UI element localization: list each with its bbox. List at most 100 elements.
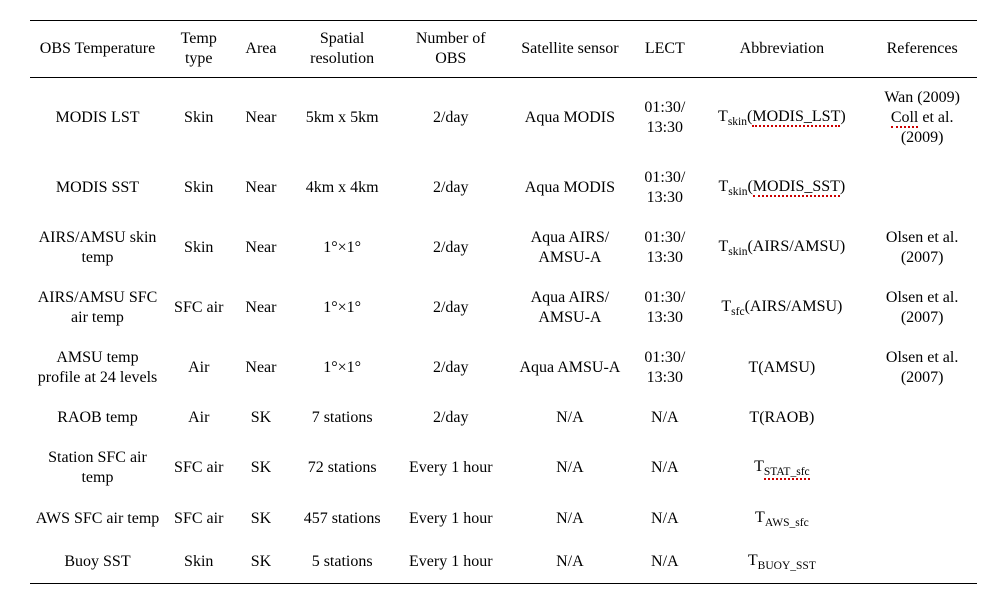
- cell-type: Skin: [165, 541, 232, 584]
- col-res: Spatial resolution: [289, 21, 394, 78]
- cell-lect: 01:30/ 13:30: [633, 338, 696, 398]
- cell-res: 1°×1°: [289, 278, 394, 338]
- cell-nobs: 2/day: [395, 218, 507, 278]
- col-lect: LECT: [633, 21, 696, 78]
- cell-lect: 01:30/ 13:30: [633, 78, 696, 159]
- cell-area: Near: [232, 158, 289, 218]
- cell-ref: [867, 541, 977, 584]
- col-area: Area: [232, 21, 289, 78]
- cell-ref: [867, 438, 977, 498]
- col-nobs: Number of OBS: [395, 21, 507, 78]
- cell-area: Near: [232, 218, 289, 278]
- cell-nobs: 2/day: [395, 278, 507, 338]
- cell-lect: 01:30/ 13:30: [633, 158, 696, 218]
- cell-area: SK: [232, 541, 289, 584]
- cell-sensor: Aqua AIRS/ AMSU-A: [507, 278, 634, 338]
- table-row: AWS SFC air tempSFC airSK457 stationsEve…: [30, 498, 977, 541]
- cell-ref: [867, 498, 977, 541]
- cell-lect: N/A: [633, 541, 696, 584]
- cell-res: 4km x 4km: [289, 158, 394, 218]
- cell-type: SFC air: [165, 498, 232, 541]
- cell-type: Air: [165, 398, 232, 438]
- cell-abbr: Tskin(MODIS_SST): [696, 158, 867, 218]
- cell-abbr: TSTAT_sfc: [696, 438, 867, 498]
- cell-abbr: T(RAOB): [696, 398, 867, 438]
- cell-res: 7 stations: [289, 398, 394, 438]
- col-obs: OBS Temperature: [30, 21, 165, 78]
- cell-area: SK: [232, 438, 289, 498]
- cell-nobs: Every 1 hour: [395, 438, 507, 498]
- table-row: Station SFC air tempSFC airSK72 stations…: [30, 438, 977, 498]
- cell-area: SK: [232, 498, 289, 541]
- cell-sensor: N/A: [507, 398, 634, 438]
- cell-res: 5km x 5km: [289, 78, 394, 159]
- cell-sensor: Aqua MODIS: [507, 78, 634, 159]
- cell-nobs: 2/day: [395, 78, 507, 159]
- cell-nobs: 2/day: [395, 338, 507, 398]
- cell-res: 5 stations: [289, 541, 394, 584]
- cell-sensor: N/A: [507, 498, 634, 541]
- cell-area: SK: [232, 398, 289, 438]
- cell-obs: Station SFC air temp: [30, 438, 165, 498]
- cell-type: SFC air: [165, 278, 232, 338]
- col-sensor: Satellite sensor: [507, 21, 634, 78]
- cell-area: Near: [232, 78, 289, 159]
- table-row: MODIS SSTSkinNear4km x 4km2/dayAqua MODI…: [30, 158, 977, 218]
- table-row: AIRS/AMSU SFC air tempSFC airNear1°×1°2/…: [30, 278, 977, 338]
- table-row: AIRS/AMSU skin tempSkinNear1°×1°2/dayAqu…: [30, 218, 977, 278]
- cell-type: Air: [165, 338, 232, 398]
- cell-lect: N/A: [633, 398, 696, 438]
- cell-nobs: 2/day: [395, 398, 507, 438]
- obs-temperature-table: OBS Temperature Temp type Area Spatial r…: [30, 20, 977, 584]
- cell-nobs: Every 1 hour: [395, 541, 507, 584]
- cell-res: 1°×1°: [289, 338, 394, 398]
- cell-sensor: N/A: [507, 541, 634, 584]
- cell-obs: MODIS SST: [30, 158, 165, 218]
- cell-sensor: Aqua AIRS/ AMSU-A: [507, 218, 634, 278]
- cell-nobs: 2/day: [395, 158, 507, 218]
- table-row: Buoy SSTSkinSK5 stationsEvery 1 hourN/AN…: [30, 541, 977, 584]
- table-row: RAOB tempAirSK7 stations2/dayN/AN/AT(RAO…: [30, 398, 977, 438]
- table-row: MODIS LSTSkinNear5km x 5km2/dayAqua MODI…: [30, 78, 977, 159]
- table-body: MODIS LSTSkinNear5km x 5km2/dayAqua MODI…: [30, 78, 977, 584]
- cell-obs: AIRS/AMSU SFC air temp: [30, 278, 165, 338]
- cell-ref: Wan (2009) Coll et al. (2009): [867, 78, 977, 159]
- cell-obs: AMSU temp profile at 24 levels: [30, 338, 165, 398]
- cell-abbr: TBUOY_SST: [696, 541, 867, 584]
- cell-obs: MODIS LST: [30, 78, 165, 159]
- cell-abbr: Tskin(MODIS_LST): [696, 78, 867, 159]
- cell-lect: N/A: [633, 498, 696, 541]
- cell-obs: RAOB temp: [30, 398, 165, 438]
- cell-ref: [867, 398, 977, 438]
- table-row: AMSU temp profile at 24 levelsAirNear1°×…: [30, 338, 977, 398]
- cell-ref: [867, 158, 977, 218]
- cell-abbr: Tsfc(AIRS/AMSU): [696, 278, 867, 338]
- cell-abbr: Tskin(AIRS/AMSU): [696, 218, 867, 278]
- col-ref: References: [867, 21, 977, 78]
- cell-type: Skin: [165, 158, 232, 218]
- cell-abbr: T(AMSU): [696, 338, 867, 398]
- col-type: Temp type: [165, 21, 232, 78]
- cell-nobs: Every 1 hour: [395, 498, 507, 541]
- cell-lect: N/A: [633, 438, 696, 498]
- cell-type: SFC air: [165, 438, 232, 498]
- cell-sensor: Aqua MODIS: [507, 158, 634, 218]
- col-abbr: Abbreviation: [696, 21, 867, 78]
- cell-obs: AWS SFC air temp: [30, 498, 165, 541]
- cell-area: Near: [232, 278, 289, 338]
- cell-sensor: N/A: [507, 438, 634, 498]
- cell-type: Skin: [165, 78, 232, 159]
- cell-ref: Olsen et al. (2007): [867, 278, 977, 338]
- table-header: OBS Temperature Temp type Area Spatial r…: [30, 21, 977, 78]
- cell-ref: Olsen et al. (2007): [867, 218, 977, 278]
- cell-sensor: Aqua AMSU-A: [507, 338, 634, 398]
- cell-area: Near: [232, 338, 289, 398]
- cell-ref: Olsen et al. (2007): [867, 338, 977, 398]
- cell-lect: 01:30/ 13:30: [633, 278, 696, 338]
- cell-lect: 01:30/ 13:30: [633, 218, 696, 278]
- cell-res: 1°×1°: [289, 218, 394, 278]
- cell-type: Skin: [165, 218, 232, 278]
- cell-res: 72 stations: [289, 438, 394, 498]
- cell-obs: AIRS/AMSU skin temp: [30, 218, 165, 278]
- cell-obs: Buoy SST: [30, 541, 165, 584]
